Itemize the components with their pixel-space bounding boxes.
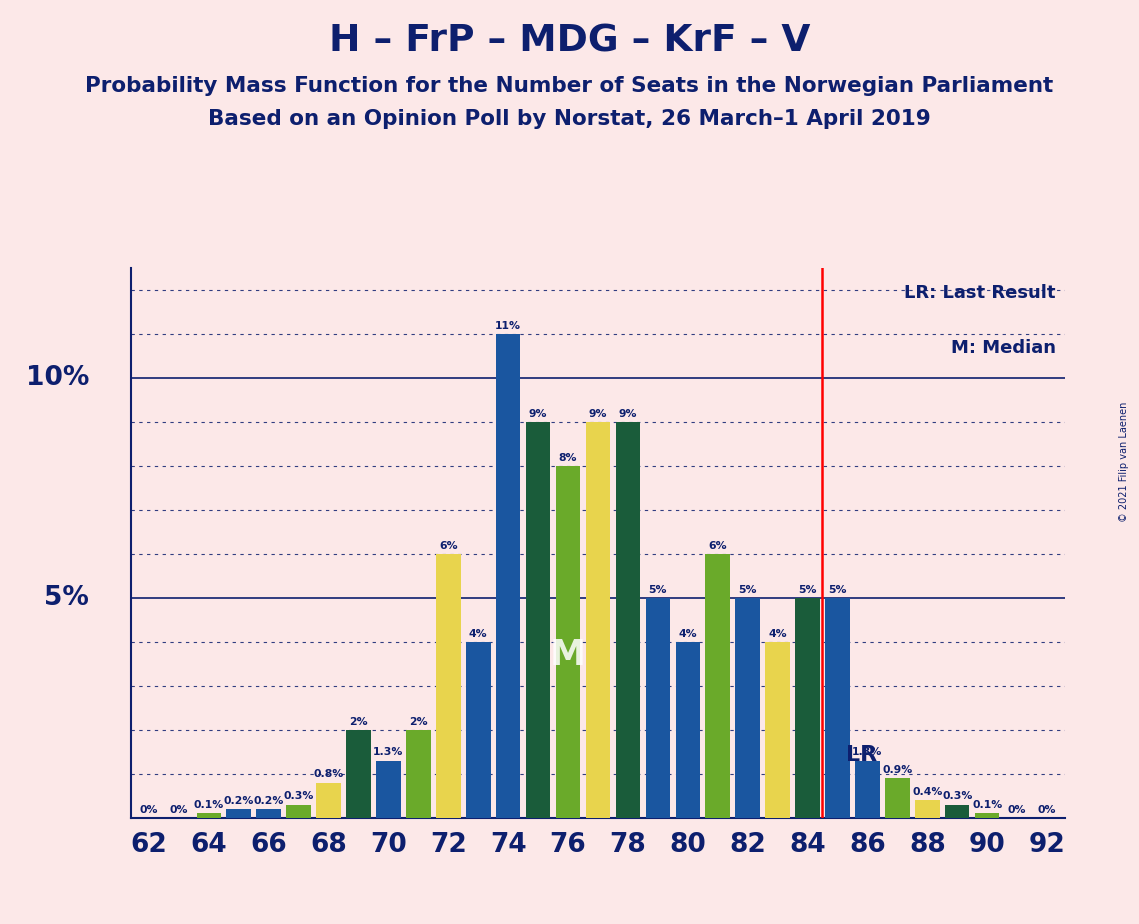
Text: Probability Mass Function for the Number of Seats in the Norwegian Parliament: Probability Mass Function for the Number… (85, 76, 1054, 96)
Bar (945, 805, 969, 818)
Bar (675, 642, 700, 818)
Text: 1.3%: 1.3% (374, 748, 403, 758)
Bar (556, 466, 580, 818)
Bar (466, 642, 491, 818)
Text: 0.1%: 0.1% (194, 800, 224, 810)
Text: 0.3%: 0.3% (284, 792, 314, 801)
Bar (585, 422, 611, 818)
Bar (705, 553, 730, 818)
Text: 0.2%: 0.2% (254, 796, 284, 806)
Bar (526, 422, 550, 818)
Text: 2%: 2% (409, 717, 427, 726)
Text: 5%: 5% (738, 585, 757, 595)
Text: LR: Last Result: LR: Last Result (904, 285, 1056, 302)
Text: 8%: 8% (559, 453, 577, 463)
Text: 9%: 9% (528, 408, 548, 419)
Bar (256, 808, 281, 818)
Text: 0.2%: 0.2% (223, 796, 254, 806)
Bar (825, 598, 850, 818)
Bar (646, 598, 670, 818)
Bar (765, 642, 789, 818)
Bar (975, 813, 999, 818)
Text: 0%: 0% (170, 805, 188, 815)
Text: 11%: 11% (495, 321, 522, 331)
Text: 4%: 4% (469, 628, 487, 638)
Text: M: M (550, 638, 587, 672)
Text: 4%: 4% (679, 628, 697, 638)
Text: 9%: 9% (589, 408, 607, 419)
Text: 5%: 5% (648, 585, 667, 595)
Text: 0.1%: 0.1% (972, 800, 1002, 810)
Text: H – FrP – MDG – KrF – V: H – FrP – MDG – KrF – V (329, 23, 810, 59)
Text: M: Median: M: Median (951, 339, 1056, 358)
Bar (286, 805, 311, 818)
Bar (915, 800, 940, 818)
Bar (227, 808, 251, 818)
Text: 0%: 0% (1008, 805, 1026, 815)
Text: © 2021 Filip van Laenen: © 2021 Filip van Laenen (1120, 402, 1129, 522)
Bar (885, 778, 910, 818)
Bar (197, 813, 221, 818)
Text: 10%: 10% (25, 365, 89, 391)
Text: 0%: 0% (140, 805, 158, 815)
Text: 5%: 5% (828, 585, 846, 595)
Text: 4%: 4% (769, 628, 787, 638)
Text: 6%: 6% (708, 541, 727, 551)
Text: 0%: 0% (1038, 805, 1056, 815)
Text: 5%: 5% (44, 585, 89, 611)
Bar (376, 760, 401, 818)
Text: 6%: 6% (439, 541, 458, 551)
Bar (736, 598, 760, 818)
Bar (855, 760, 879, 818)
Bar (436, 553, 460, 818)
Text: 0.4%: 0.4% (912, 787, 942, 797)
Text: 2%: 2% (350, 717, 368, 726)
Bar (317, 783, 341, 818)
Text: Based on an Opinion Poll by Norstat, 26 March–1 April 2019: Based on an Opinion Poll by Norstat, 26 … (208, 109, 931, 129)
Bar (616, 422, 640, 818)
Text: LR: LR (846, 745, 877, 765)
Text: 0.3%: 0.3% (942, 792, 973, 801)
Text: 1.3%: 1.3% (852, 748, 883, 758)
Bar (346, 730, 371, 818)
Text: 5%: 5% (798, 585, 817, 595)
Text: 0.8%: 0.8% (313, 770, 344, 780)
Text: 9%: 9% (618, 408, 637, 419)
Bar (407, 730, 431, 818)
Bar (795, 598, 820, 818)
Bar (495, 334, 521, 818)
Text: 0.9%: 0.9% (883, 765, 912, 775)
